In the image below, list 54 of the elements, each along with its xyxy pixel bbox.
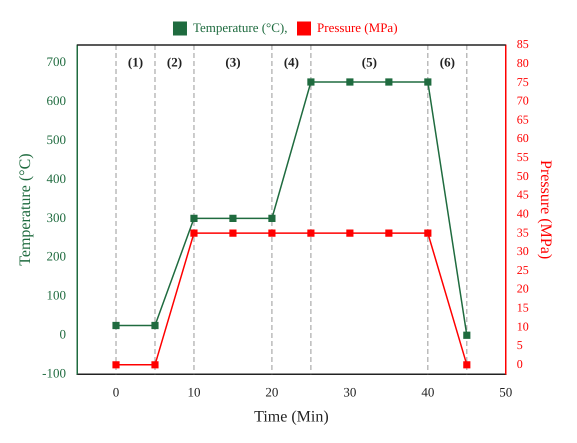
y-tick-label: 600 — [46, 92, 66, 108]
y2-tick-label: 5 — [516, 338, 523, 352]
point — [112, 322, 120, 330]
y-tick-label: 400 — [46, 170, 66, 186]
x-tick-label: 20 — [265, 384, 278, 400]
point — [385, 78, 392, 86]
annotation: (3) — [225, 54, 241, 70]
y2-tick-label: 65 — [516, 112, 529, 126]
x-tick-label: 10 — [187, 384, 200, 400]
x-tick-label: 30 — [343, 384, 356, 400]
legend-label: Pressure (MPa) — [317, 20, 398, 35]
point — [229, 214, 237, 222]
point — [268, 214, 276, 222]
y2-tick-label: 35 — [516, 225, 529, 240]
legend-label: Temperature (°C), — [192, 20, 288, 35]
y2-tick-label: 30 — [516, 244, 529, 258]
y2-tick-label: 70 — [516, 94, 529, 108]
y2-tick-label: 60 — [516, 131, 529, 146]
y-tick-label: 100 — [46, 288, 66, 303]
y2-tick-label: 20 — [516, 282, 529, 296]
y2-tick-label: 0 — [516, 356, 523, 371]
x-tick-label: 50 — [499, 384, 512, 400]
y-tick-label: 200 — [46, 248, 66, 264]
point — [463, 332, 470, 339]
y2-tick-label: 10 — [516, 319, 529, 334]
y2-tick-label: 85 — [516, 37, 529, 52]
y2-tick-label: 50 — [516, 168, 529, 183]
y-tick-label: 0 — [60, 326, 66, 342]
y-tick-label: 300 — [46, 210, 66, 225]
y2-tick-label: 80 — [516, 56, 529, 70]
y2-tick-label: 55 — [516, 150, 529, 164]
annotation: (2) — [166, 54, 182, 70]
y-tick-label: 700 — [46, 54, 66, 69]
y2-tick-label: 75 — [516, 74, 529, 89]
annotation: (5) — [362, 54, 377, 70]
point — [190, 214, 198, 222]
point — [424, 78, 432, 86]
point — [151, 322, 159, 330]
point — [307, 78, 314, 86]
y2-tick-label: 40 — [516, 206, 529, 220]
y-tick-label: -100 — [42, 366, 66, 381]
point — [346, 78, 354, 86]
x-axis-title: Time (Min) — [254, 408, 329, 426]
y-axis-title: Temperature (°C) — [16, 153, 34, 266]
annotation: (4) — [284, 54, 299, 70]
x-tick-label: 40 — [421, 384, 434, 400]
y2-tick-label: 45 — [516, 188, 529, 202]
y2-tick-label: 15 — [516, 300, 529, 315]
y-tick-label: 500 — [46, 132, 66, 147]
y2-axis-title: Pressure (MPa) — [537, 160, 554, 260]
x-tick-label: 0 — [112, 384, 120, 400]
y2-tick-label: 25 — [516, 262, 529, 277]
annotation: (1) — [128, 54, 144, 70]
annotation: (6) — [440, 54, 455, 70]
